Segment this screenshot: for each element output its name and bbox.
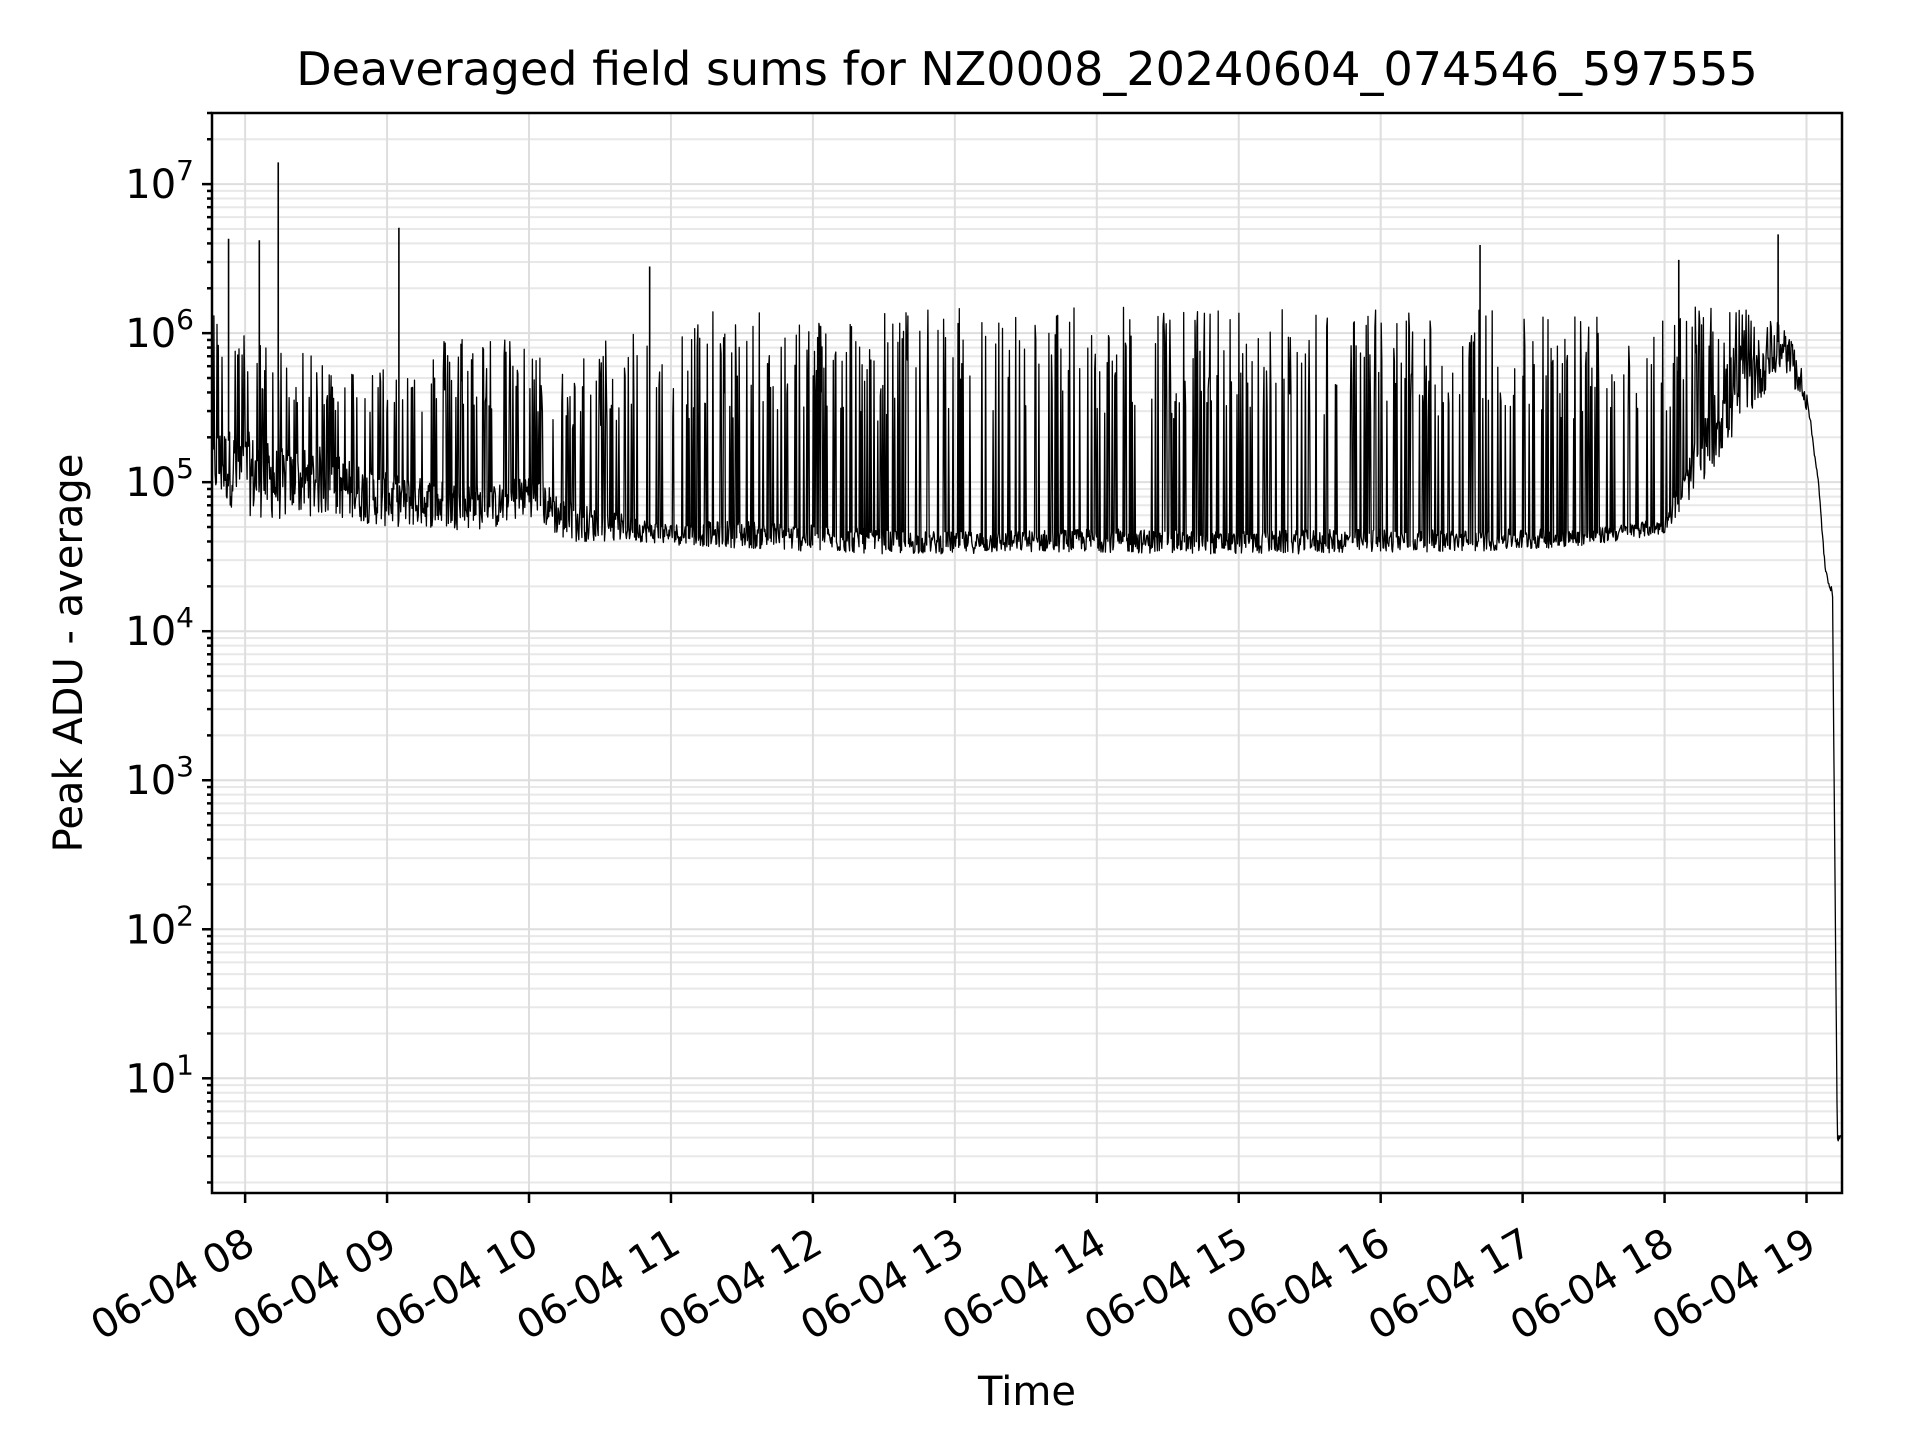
x-tick-label: 06-04 13 [793,1220,972,1350]
y-tick-label: 106 [125,303,194,357]
x-tick-label: 06-04 08 [83,1220,262,1350]
y-tick-label: 104 [125,601,194,655]
y-tick-label: 103 [125,750,194,804]
x-tick-label: 06-04 16 [1219,1220,1398,1350]
x-tick-label: 06-04 10 [367,1220,546,1350]
plot-frame [210,111,1844,1195]
y-tick-label: 105 [125,452,194,506]
series-line [211,306,1843,1142]
x-tick-label: 06-04 11 [509,1220,688,1350]
x-tick-label: 06-04 18 [1503,1220,1682,1350]
data-series [211,162,1843,1142]
y-tick-label: 102 [125,899,194,953]
x-tick-label: 06-04 15 [1077,1220,1256,1350]
y-axis-label: Peak ADU - average [46,454,92,853]
x-tick-label: 06-04 19 [1645,1220,1824,1350]
chart-title: Deaveraged field sums for NZ0008_2024060… [296,42,1757,96]
y-tick-label: 107 [125,154,194,208]
x-tick-label: 06-04 12 [651,1220,830,1350]
y-tick-label: 101 [125,1048,194,1102]
x-axis-label: Time [977,1369,1076,1415]
x-tick-label: 06-04 14 [935,1220,1114,1350]
x-tick-label: 06-04 17 [1361,1220,1540,1350]
grid [212,112,1842,1193]
x-tick-label: 06-04 09 [225,1220,404,1350]
